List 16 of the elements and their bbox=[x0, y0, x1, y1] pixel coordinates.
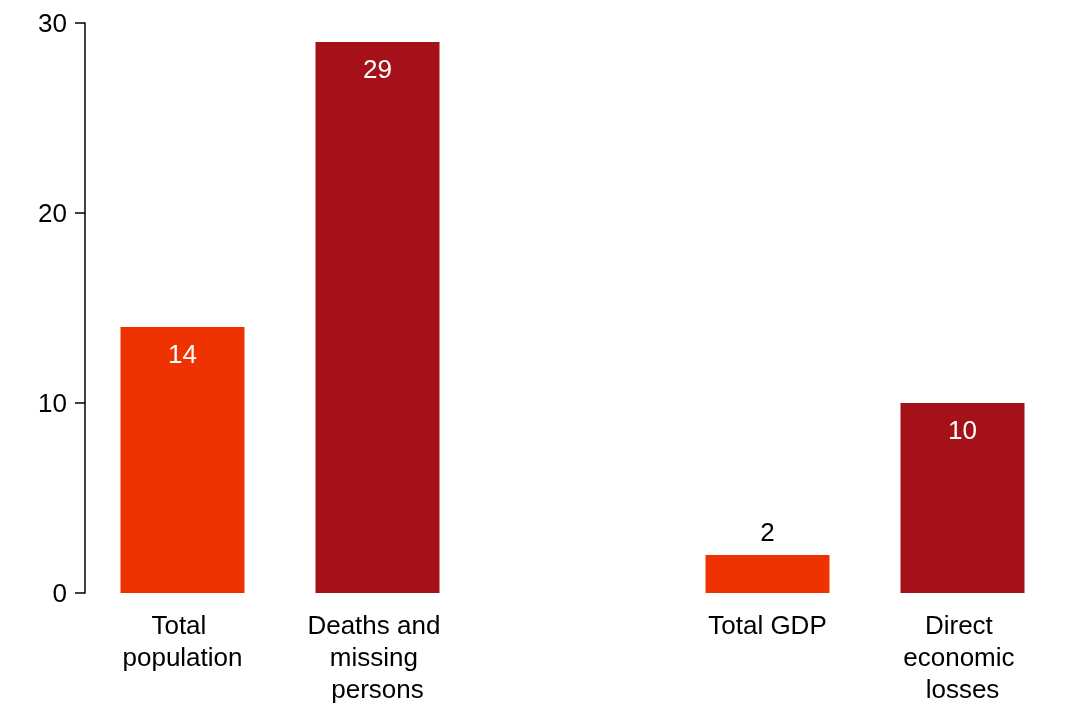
x-tick-label: Deaths and missing persons bbox=[307, 610, 448, 704]
y-tick-label: 20 bbox=[38, 198, 67, 228]
x-tick-label: Total GDP bbox=[708, 610, 827, 640]
data-label: 29 bbox=[363, 54, 392, 84]
data-label: 14 bbox=[168, 339, 197, 369]
y-tick-label: 0 bbox=[52, 578, 67, 608]
x-tick-label: Direct economic losses bbox=[903, 610, 1022, 704]
bar bbox=[315, 42, 440, 593]
bar bbox=[705, 555, 830, 593]
data-label: 2 bbox=[760, 517, 775, 547]
bar bbox=[900, 403, 1025, 593]
x-tick-label: Total population bbox=[122, 610, 243, 672]
y-tick-label: 30 bbox=[38, 8, 67, 38]
y-tick-label: 10 bbox=[38, 388, 67, 418]
data-label: 10 bbox=[948, 415, 977, 445]
bar bbox=[120, 327, 245, 593]
